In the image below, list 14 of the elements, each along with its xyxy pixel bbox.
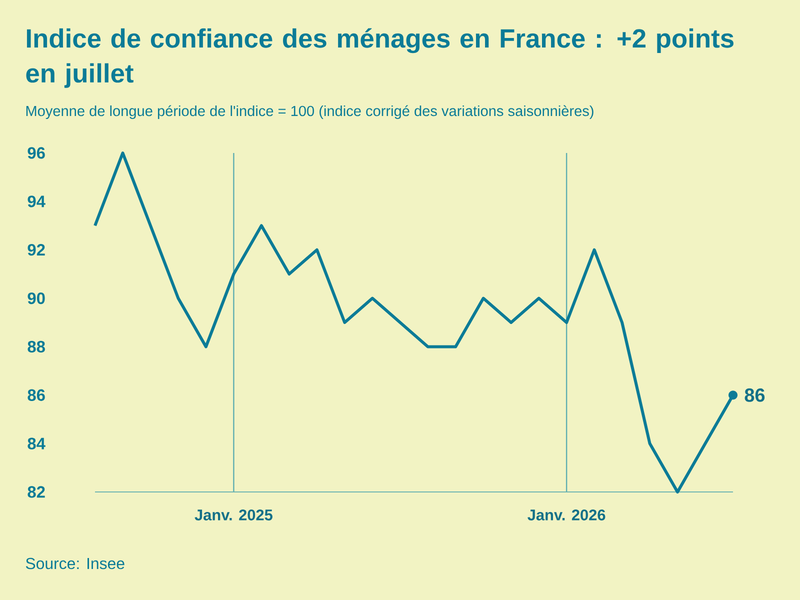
y-tick-label: 96 <box>28 147 45 159</box>
y-tick-label: 82 <box>28 486 45 498</box>
chart-title: Indice de confiance des ménages en France : +2 points en juillet <box>26 28 734 88</box>
annotation: 86 <box>744 388 765 402</box>
y-tick-label: 94 <box>28 196 46 208</box>
y-tick-label: 90 <box>28 292 45 304</box>
y-tick-label: 86 <box>28 389 45 401</box>
source-note: Source: Insee <box>26 558 124 570</box>
x-tick-label: Janv. 2025 <box>194 510 272 520</box>
x-tick-label: Janv. 2026 <box>528 510 606 520</box>
y-tick-label: 88 <box>28 340 45 353</box>
chart-subtitle: Moyenne de longue période de l'indice = 100 (indice corrigé des variations saisonnières) <box>26 105 594 120</box>
y-tick-label: 92 <box>28 244 45 256</box>
y-tick-label: 84 <box>28 438 46 450</box>
